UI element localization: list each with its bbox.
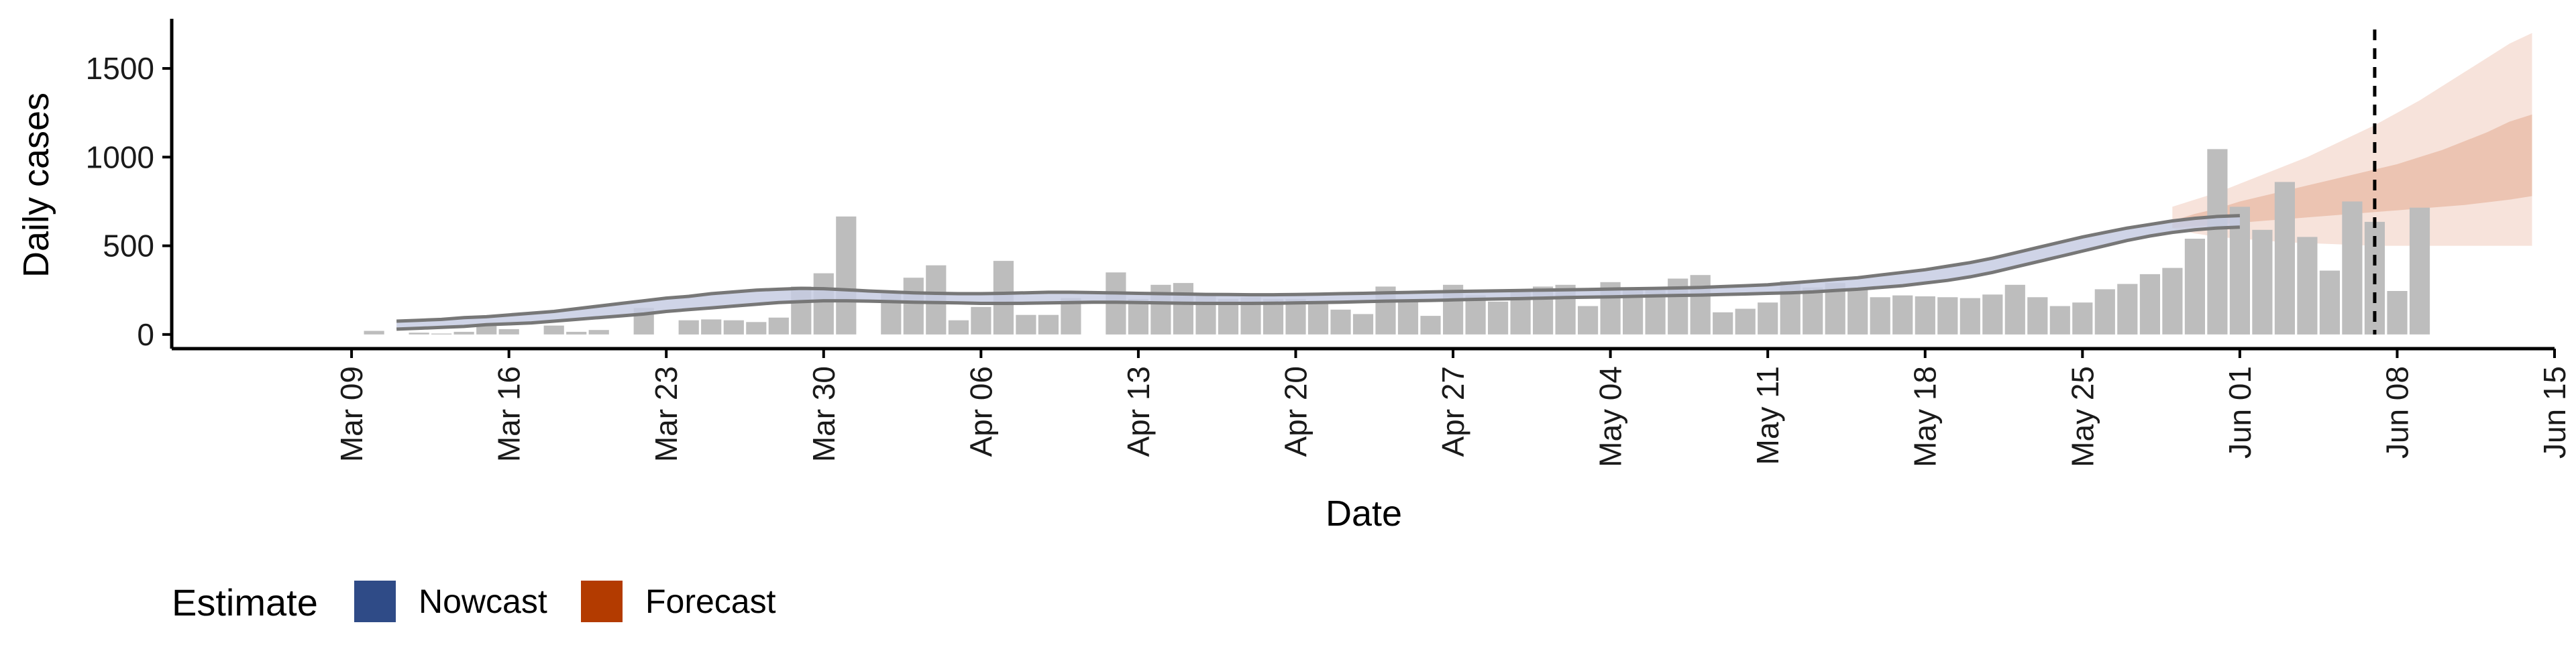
bar <box>1307 301 1329 335</box>
bar <box>2342 201 2363 335</box>
bar <box>768 317 789 335</box>
x-tick-label: Apr 13 <box>1121 366 1156 457</box>
bar <box>723 320 744 335</box>
bar <box>948 320 969 335</box>
x-tick-label: Apr 06 <box>963 366 998 457</box>
legend-label-nowcast: Nowcast <box>419 583 547 620</box>
y-tick-label: 500 <box>103 229 154 263</box>
legend-title: Estimate <box>172 581 318 624</box>
bar <box>701 319 722 335</box>
x-axis-title: Date <box>1326 493 1402 534</box>
x-tick-label: May 18 <box>1908 366 1943 467</box>
bar <box>1915 296 1935 335</box>
x-tick-label: Jun 01 <box>2222 366 2257 459</box>
bar <box>1016 314 1036 335</box>
x-tick-label: Mar 09 <box>334 366 369 462</box>
y-tick-label: 1500 <box>86 51 154 86</box>
bar <box>1690 275 1711 335</box>
bar <box>364 331 384 335</box>
bar <box>1038 314 1059 335</box>
y-axis-title: Daily cases <box>16 93 56 278</box>
bar <box>409 333 429 335</box>
bar <box>746 322 767 335</box>
bar <box>836 216 857 335</box>
bar <box>813 273 834 335</box>
bar <box>2117 284 2138 335</box>
legend-swatch-forecast <box>581 581 623 622</box>
bar <box>1578 306 1599 335</box>
bar <box>2207 149 2228 335</box>
x-tick-label: Mar 16 <box>492 366 527 462</box>
nowcast-layer <box>396 214 2240 331</box>
bar <box>2162 268 2183 335</box>
bar <box>971 306 991 335</box>
bar <box>476 325 497 335</box>
bar <box>431 333 452 335</box>
bar <box>2049 306 2070 335</box>
forecast-layer <box>2172 33 2532 246</box>
bar <box>2004 284 2025 335</box>
bar <box>678 320 699 335</box>
x-tick-label: Jun 08 <box>2379 366 2414 459</box>
forecast-inner-band <box>2172 114 2532 229</box>
bar <box>566 331 587 335</box>
bar <box>543 325 564 335</box>
bar <box>2387 291 2408 335</box>
bar <box>2252 229 2273 335</box>
bar <box>1465 295 1486 335</box>
bar <box>453 331 474 335</box>
nowcast-lower-line <box>396 225 2240 331</box>
bar <box>1847 288 1868 335</box>
bar <box>2094 289 2115 335</box>
bar <box>1982 294 2003 335</box>
bar <box>1330 309 1351 335</box>
legend: Estimate Nowcast Forecast <box>172 581 776 624</box>
y-tick-label: 1000 <box>86 139 154 174</box>
axes-layer: 0 500 1000 1500 Mar 09 Mar 16 Mar 23 Mar 30 Apr … <box>86 19 2572 467</box>
bar <box>588 330 609 335</box>
bar <box>2274 182 2295 335</box>
bar <box>1488 301 1509 335</box>
legend-label-forecast: Forecast <box>645 583 776 620</box>
bar <box>1937 297 1958 335</box>
bar <box>1713 312 1733 335</box>
legend-swatch-nowcast <box>354 581 396 622</box>
x-tick-label: Apr 20 <box>1278 366 1313 457</box>
x-tick-label: Mar 23 <box>649 366 684 462</box>
bar <box>2409 207 2430 335</box>
bar <box>1397 300 1419 335</box>
x-tick-label: May 25 <box>2065 366 2100 467</box>
bar <box>1758 302 1778 335</box>
x-tick-label: May 11 <box>1750 366 1785 465</box>
bar <box>2027 297 2048 335</box>
bar <box>1892 295 1913 335</box>
bar <box>1420 316 1441 335</box>
x-tick-label: May 04 <box>1593 366 1628 467</box>
x-tick-label: Apr 27 <box>1436 366 1470 457</box>
bar <box>1960 298 1980 335</box>
bar <box>2139 274 2160 335</box>
bar <box>2319 270 2340 335</box>
bar <box>1128 298 1148 335</box>
bar <box>2184 239 2205 335</box>
bar <box>1803 287 1823 335</box>
bar <box>1870 297 1890 335</box>
y-tick-label: 0 <box>137 317 154 352</box>
bar <box>1285 298 1306 335</box>
bar <box>2072 302 2093 335</box>
bar <box>1173 283 1193 335</box>
x-tick-label: Mar 30 <box>806 366 841 462</box>
bar <box>1735 308 1756 335</box>
nowcast-upper-line <box>396 214 2240 323</box>
x-tick-label: Jun 15 <box>2537 366 2572 459</box>
bar <box>2297 237 2318 335</box>
bar <box>903 278 924 335</box>
bar <box>498 329 519 335</box>
bar <box>1352 314 1374 335</box>
